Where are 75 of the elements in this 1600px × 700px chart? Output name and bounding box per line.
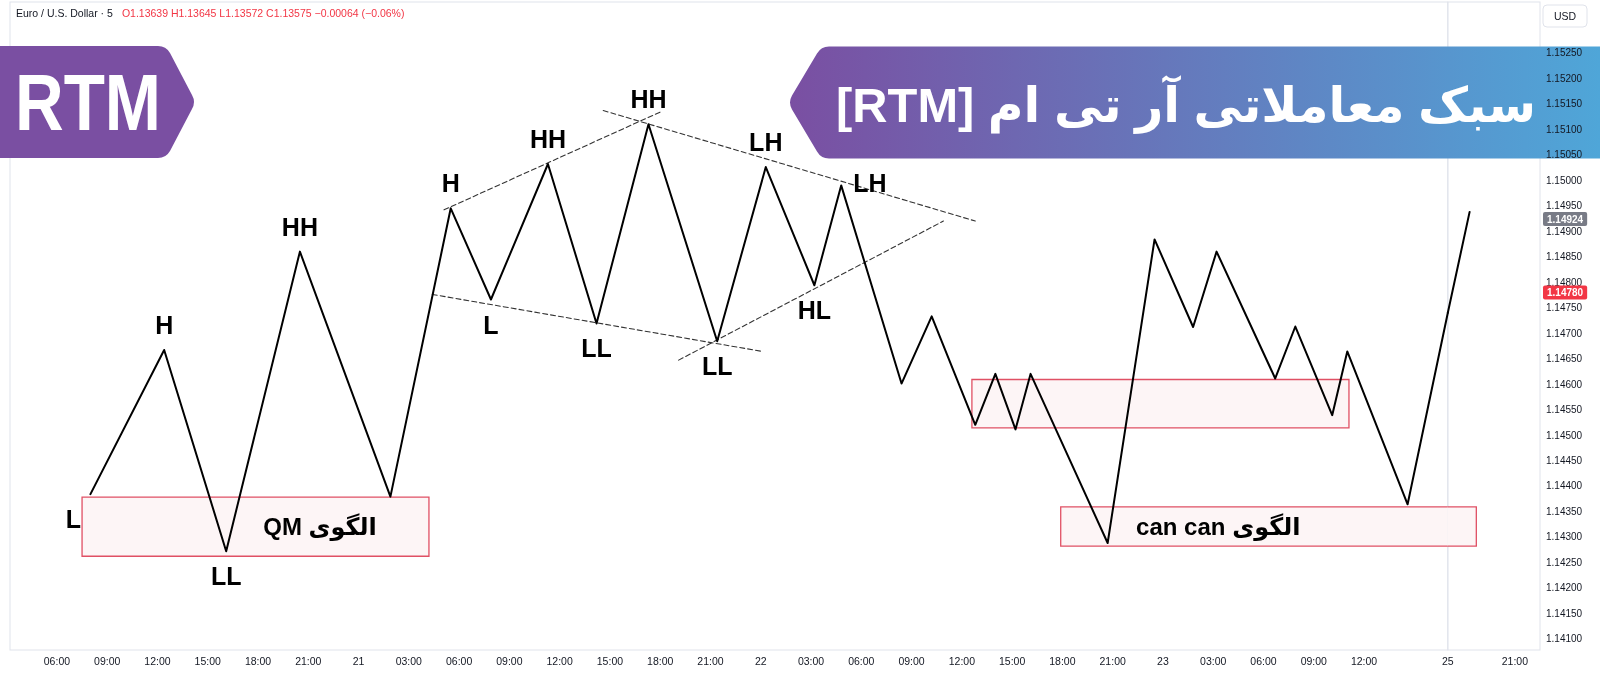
x-tick-label: 21:00 bbox=[295, 655, 322, 667]
y-tick-label: 1.15200 bbox=[1546, 72, 1583, 84]
x-tick-label: 12:00 bbox=[144, 655, 171, 667]
y-tick-label: 1.15000 bbox=[1546, 174, 1583, 186]
y-tick-label: 1.14800 bbox=[1546, 276, 1583, 288]
y-tick-label: 1.14350 bbox=[1546, 505, 1583, 517]
x-tick-label: 06:00 bbox=[848, 655, 875, 667]
annotation: RTM bbox=[15, 58, 189, 147]
x-tick-label: 09:00 bbox=[94, 655, 121, 667]
annotation: LL bbox=[581, 334, 612, 363]
y-tick-label: 1.14924 bbox=[1547, 213, 1584, 225]
annotation: O1.13639 H1.13645 L1.13572 C1.13575 −0.00064 (−0.06%) bbox=[121, 7, 405, 19]
x-tick-label: 15:00 bbox=[194, 655, 222, 667]
x-tick-label: 06:00 bbox=[43, 655, 71, 667]
annotation: Euro / U.S. Dollar · 5 bbox=[16, 7, 114, 19]
x-tick-label: 18:00 bbox=[647, 655, 674, 667]
y-tick-label: 1.15050 bbox=[1546, 149, 1583, 161]
x-tick-label: 03:00 bbox=[395, 655, 423, 667]
annotation: HH bbox=[529, 125, 566, 153]
y-tick-label: 1.14300 bbox=[1546, 531, 1583, 543]
annotation: HL bbox=[797, 296, 832, 325]
y-tick-label: 1.14250 bbox=[1546, 556, 1583, 568]
y-tick-label: 1.14650 bbox=[1546, 353, 1583, 365]
y-tick-label: 1.14150 bbox=[1546, 607, 1583, 619]
x-tick-label: 09:00 bbox=[496, 655, 523, 667]
y-tick-label: 1.15250 bbox=[1546, 47, 1583, 59]
x-tick-label: 09:00 bbox=[898, 655, 925, 667]
y-tick-label: 1.14950 bbox=[1546, 200, 1583, 212]
annotation: LH bbox=[749, 128, 783, 157]
x-tick-label: 03:00 bbox=[797, 655, 825, 667]
annotation: الگوی QM bbox=[263, 513, 377, 542]
y-tick-label: 1.14200 bbox=[1546, 582, 1583, 594]
annotation: L bbox=[483, 310, 499, 339]
x-tick-label: 12:00 bbox=[546, 655, 573, 667]
y-tick-label: 1.14600 bbox=[1546, 378, 1583, 390]
x-tick-label: 12:00 bbox=[948, 655, 976, 667]
x-tick-label: 12:00 bbox=[1350, 655, 1378, 667]
y-tick-label: 1.15150 bbox=[1546, 98, 1583, 110]
y-tick-label: 1.14780 bbox=[1547, 286, 1584, 298]
x-tick-label: 06:00 bbox=[445, 655, 473, 667]
x-tick-label: 09:00 bbox=[1300, 655, 1328, 667]
y-tick-label: 1.14100 bbox=[1546, 633, 1583, 645]
x-tick-label: 18:00 bbox=[244, 655, 272, 667]
annotation: الگوی can can bbox=[1136, 512, 1301, 541]
y-tick-label: 1.14550 bbox=[1546, 404, 1583, 416]
y-tick-label: 1.14700 bbox=[1546, 327, 1583, 339]
text: سبک معاملاتی آر تی ام [RTM] bbox=[836, 74, 1536, 134]
x-tick-label: 18:00 bbox=[1049, 655, 1076, 667]
x-tick-label: 03:00 bbox=[1200, 655, 1227, 667]
y-tick-label: 1.14500 bbox=[1546, 429, 1583, 441]
x-tick-label: 15:00 bbox=[596, 655, 624, 667]
y-tick-label: 1.14850 bbox=[1546, 251, 1583, 263]
x-tick-label: 21 bbox=[352, 655, 365, 667]
y-tick-label: 1.15100 bbox=[1546, 123, 1583, 135]
x-tick-label: 15:00 bbox=[998, 655, 1026, 667]
x-tick-label: 21:00 bbox=[1099, 655, 1126, 667]
annotation: LH bbox=[853, 169, 887, 198]
y-tick-label: 1.14750 bbox=[1546, 302, 1583, 314]
x-tick-label: 06:00 bbox=[1250, 655, 1277, 667]
x-tick-label: 21:00 bbox=[697, 655, 724, 667]
annotation: HH bbox=[281, 212, 318, 241]
annotation: HH bbox=[630, 85, 667, 114]
annotation: H bbox=[155, 310, 174, 339]
y-tick-label: 1.14900 bbox=[1546, 225, 1583, 237]
x-tick-label: 21:00 bbox=[1501, 655, 1529, 667]
annotation: LL bbox=[210, 562, 242, 591]
annotation: LL bbox=[701, 352, 733, 381]
annotation: L bbox=[65, 505, 82, 534]
annotation: H bbox=[441, 169, 460, 198]
x-tick-label: 23 bbox=[1157, 655, 1169, 667]
text: USD bbox=[1553, 10, 1577, 22]
y-tick-label: 1.14400 bbox=[1546, 480, 1583, 492]
x-tick-label: 25 bbox=[1441, 655, 1454, 667]
y-tick-label: 1.14450 bbox=[1546, 454, 1583, 466]
x-tick-label: 22 bbox=[754, 655, 767, 667]
